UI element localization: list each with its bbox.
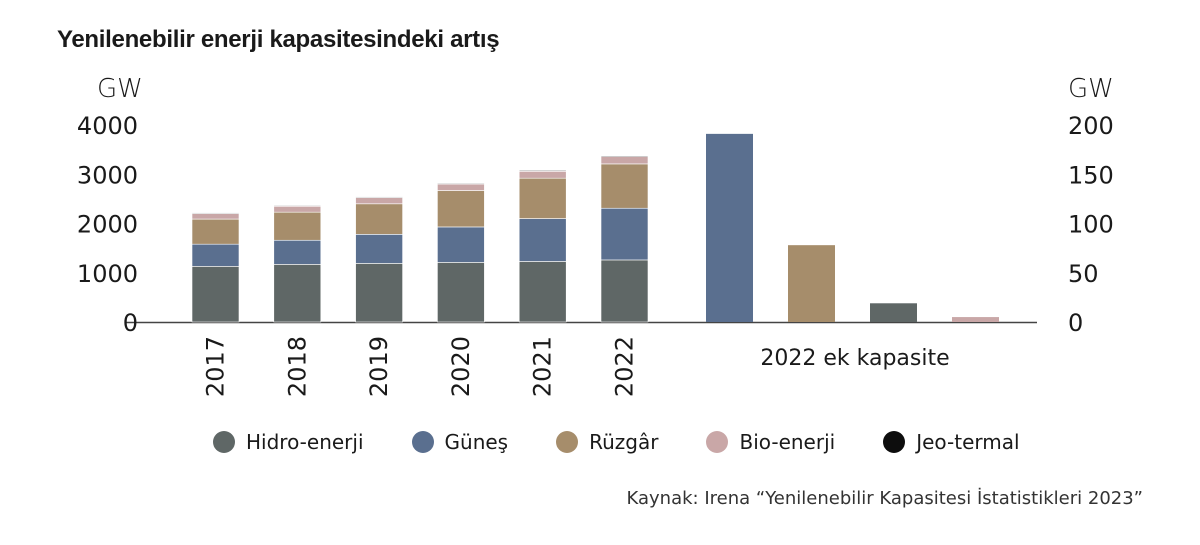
legend-item: Jeo-termal: [883, 430, 1020, 454]
bar-bio-enerji-2019: [355, 197, 403, 205]
bar-bio-enerji-2021: [518, 170, 567, 179]
bar-hidro-enerji-2022: [600, 259, 649, 323]
right-tick-label: 200: [1068, 112, 1114, 140]
legend-item: Bio-enerji: [706, 430, 835, 454]
year-label-2019: 2019: [365, 336, 393, 397]
year-label-2021: 2021: [529, 336, 557, 397]
bar-g-ne--2018: [273, 239, 322, 265]
bar-hidro-enerji-2020: [437, 262, 485, 323]
bar-r-zg-r-2021: [518, 177, 567, 219]
bar-hidro-enerji-2018: [273, 264, 322, 323]
bar-jeo-termal-2020: [437, 183, 485, 185]
left-tick-label: 0: [123, 309, 138, 337]
bar-r-zg-r-2017: [191, 218, 240, 245]
right-axis-unit: GW: [1068, 74, 1114, 104]
bar-g-ne--2022: [600, 207, 649, 261]
legend-item: Rüzgâr: [556, 430, 658, 454]
bar-bio-enerji-2022: [600, 156, 649, 165]
chart-title: Yenilenebilir enerji kapasitesindeki art…: [57, 26, 500, 53]
bar-bio-enerji-2020: [437, 183, 485, 191]
bar-r-zg-r-2019: [355, 203, 403, 235]
legend-swatch: [213, 431, 235, 453]
addition-bar-hidro-enerji: [870, 303, 917, 322]
year-label-2017: 2017: [202, 336, 230, 397]
legend-item: Hidro-enerji: [213, 430, 364, 454]
addition-bar-g-ne-: [706, 133, 753, 322]
bar-g-ne--2020: [437, 226, 485, 263]
right-tick-label: 50: [1068, 260, 1099, 288]
bar-hidro-enerji-2021: [518, 261, 567, 323]
legend-label: Hidro-enerji: [246, 430, 364, 454]
bar-g-ne--2017: [191, 243, 240, 267]
right-tick-label: 100: [1068, 211, 1114, 239]
legend-label: Jeo-termal: [916, 430, 1020, 454]
legend-swatch: [556, 431, 579, 453]
bar-r-zg-r-2022: [600, 163, 649, 209]
bar-bio-enerji-2018: [273, 205, 322, 213]
right-tick-label: 150: [1068, 161, 1114, 189]
left-axis-unit: GW: [97, 74, 143, 104]
legend-swatch: [883, 431, 906, 453]
bar-r-zg-r-2020: [437, 190, 485, 228]
left-tick-label: 1000: [77, 260, 138, 288]
bar-bio-enerji-2017: [191, 213, 240, 220]
bar-jeo-termal-2017: [191, 212, 240, 214]
addition-bar-bio-enerji: [952, 317, 999, 322]
bar-g-ne--2019: [355, 234, 403, 264]
bar-jeo-termal-2022: [600, 155, 649, 157]
bar-hidro-enerji-2019: [355, 263, 403, 323]
addition-bar-r-zg-r: [788, 245, 835, 322]
legend-label: Bio-enerji: [739, 430, 836, 454]
year-label-2018: 2018: [283, 336, 311, 397]
legend-item: Güneş: [411, 430, 509, 454]
bar-jeo-termal-2019: [355, 196, 403, 198]
chart-legend: Hidro-enerji Güneş Rüzgâr Bio-enerji Jeo-ter…: [213, 430, 1068, 454]
bar-r-zg-r-2018: [273, 211, 322, 241]
left-tick-label: 4000: [77, 112, 138, 140]
bar-jeo-termal-2021: [518, 170, 567, 172]
legend-swatch: [411, 431, 434, 453]
year-label-2020: 2020: [447, 336, 475, 397]
bar-hidro-enerji-2017: [191, 266, 240, 323]
additions-group-label: 2022 ek kapasite: [760, 346, 949, 371]
legend-label: Rüzgâr: [589, 430, 659, 454]
left-tick-label: 3000: [77, 161, 138, 189]
legend-label: Güneş: [444, 430, 509, 454]
right-tick-label: 0: [1068, 309, 1083, 337]
legend-swatch: [706, 431, 729, 453]
bar-jeo-termal-2018: [273, 205, 322, 207]
left-tick-label: 2000: [77, 211, 138, 239]
year-label-2022: 2022: [611, 336, 639, 397]
bar-g-ne--2021: [518, 218, 567, 262]
source-note: Kaynak: Irena “Yenilenebilir Kapasitesi …: [626, 488, 1144, 509]
